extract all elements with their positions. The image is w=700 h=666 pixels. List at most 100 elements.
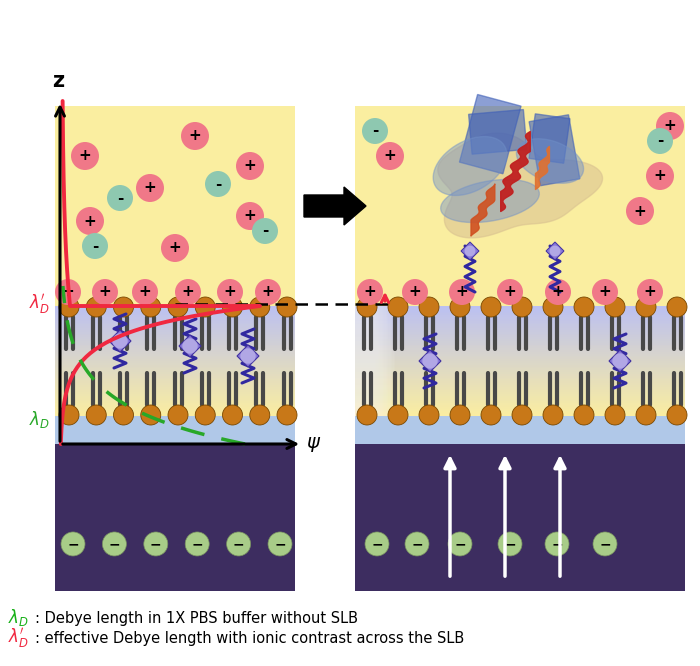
Bar bbox=[355, 363, 685, 365]
Circle shape bbox=[637, 279, 663, 305]
Bar bbox=[355, 403, 685, 405]
Bar bbox=[55, 416, 295, 444]
Bar bbox=[355, 306, 358, 416]
Bar bbox=[355, 312, 685, 313]
Circle shape bbox=[422, 353, 438, 369]
Polygon shape bbox=[468, 109, 527, 155]
Circle shape bbox=[223, 405, 242, 425]
Text: −: − bbox=[150, 537, 162, 551]
Bar bbox=[55, 365, 295, 366]
Bar bbox=[355, 306, 374, 416]
Bar bbox=[355, 416, 685, 444]
Bar bbox=[355, 337, 685, 339]
Bar bbox=[355, 306, 368, 416]
Polygon shape bbox=[517, 139, 584, 183]
Bar bbox=[55, 402, 295, 403]
Text: -: - bbox=[117, 190, 123, 206]
Bar bbox=[55, 328, 295, 330]
Text: +: + bbox=[62, 284, 74, 300]
Bar bbox=[55, 380, 295, 381]
Bar bbox=[355, 306, 377, 416]
Circle shape bbox=[136, 174, 164, 202]
Bar bbox=[355, 407, 685, 409]
Bar bbox=[355, 350, 685, 352]
Bar bbox=[355, 405, 685, 407]
Circle shape bbox=[255, 279, 281, 305]
Bar bbox=[355, 374, 685, 376]
Bar bbox=[55, 381, 295, 383]
Bar bbox=[355, 396, 685, 398]
Bar bbox=[55, 106, 295, 306]
Circle shape bbox=[574, 297, 594, 317]
Text: +: + bbox=[552, 284, 564, 300]
Text: −: − bbox=[233, 537, 244, 551]
Text: −: − bbox=[108, 537, 120, 551]
Polygon shape bbox=[546, 242, 564, 260]
Bar bbox=[355, 306, 382, 416]
Bar bbox=[55, 368, 295, 370]
Bar bbox=[355, 352, 685, 354]
Circle shape bbox=[419, 297, 439, 317]
Bar bbox=[355, 410, 685, 412]
Circle shape bbox=[144, 532, 168, 556]
Bar bbox=[355, 306, 390, 416]
Bar bbox=[355, 306, 393, 416]
Circle shape bbox=[102, 532, 127, 556]
Text: $\lambda_D$: $\lambda_D$ bbox=[29, 408, 50, 430]
Text: +: + bbox=[188, 129, 202, 143]
Circle shape bbox=[667, 297, 687, 317]
Circle shape bbox=[59, 297, 79, 317]
Circle shape bbox=[636, 405, 656, 425]
Bar bbox=[55, 374, 295, 376]
Bar bbox=[355, 402, 685, 403]
Circle shape bbox=[402, 279, 428, 305]
Bar bbox=[55, 390, 295, 392]
Bar bbox=[355, 381, 685, 383]
Bar bbox=[355, 306, 359, 416]
Text: +: + bbox=[223, 284, 237, 300]
Text: $\lambda_D'$: $\lambda_D'$ bbox=[29, 292, 50, 316]
Circle shape bbox=[223, 297, 242, 317]
Bar bbox=[55, 392, 295, 394]
Polygon shape bbox=[529, 115, 580, 186]
Bar bbox=[355, 370, 685, 372]
Bar bbox=[55, 366, 295, 368]
Bar bbox=[355, 378, 685, 380]
Bar bbox=[55, 358, 295, 359]
Circle shape bbox=[92, 279, 118, 305]
Circle shape bbox=[543, 297, 563, 317]
Bar bbox=[55, 306, 295, 308]
Bar bbox=[55, 336, 295, 337]
Circle shape bbox=[59, 405, 79, 425]
Bar bbox=[355, 306, 386, 416]
Bar bbox=[355, 348, 685, 350]
Text: +: + bbox=[654, 168, 666, 184]
Bar bbox=[355, 392, 685, 394]
Polygon shape bbox=[109, 330, 131, 352]
Bar bbox=[355, 444, 685, 591]
Text: +: + bbox=[363, 284, 377, 300]
Circle shape bbox=[362, 118, 388, 144]
Circle shape bbox=[405, 532, 429, 556]
Bar bbox=[355, 306, 383, 416]
Bar bbox=[355, 306, 367, 416]
Bar bbox=[355, 313, 685, 315]
Bar bbox=[55, 414, 295, 416]
Bar bbox=[355, 328, 685, 330]
Bar bbox=[355, 320, 685, 322]
Bar bbox=[355, 306, 370, 416]
Circle shape bbox=[107, 185, 133, 211]
Bar bbox=[55, 322, 295, 324]
Bar bbox=[55, 376, 295, 378]
Text: +: + bbox=[598, 284, 611, 300]
Bar bbox=[355, 306, 378, 416]
Bar bbox=[355, 306, 371, 416]
Polygon shape bbox=[419, 350, 441, 372]
Bar bbox=[55, 410, 295, 412]
Circle shape bbox=[465, 246, 475, 256]
Circle shape bbox=[268, 532, 292, 556]
Bar bbox=[55, 343, 295, 344]
Bar bbox=[55, 372, 295, 374]
Circle shape bbox=[113, 297, 134, 317]
Bar bbox=[355, 400, 685, 402]
